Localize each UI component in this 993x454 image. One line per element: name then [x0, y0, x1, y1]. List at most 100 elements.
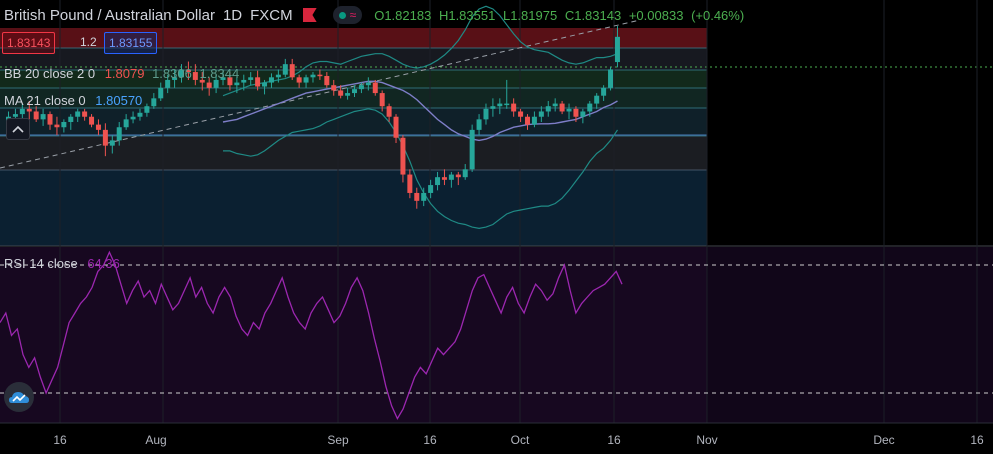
candle-body	[275, 74, 281, 78]
market-open-dot-icon	[338, 11, 346, 19]
candle	[518, 108, 524, 122]
spread-label: 1.2	[80, 35, 97, 49]
candle-body	[538, 111, 544, 117]
candle	[54, 116, 60, 136]
candle-body	[587, 103, 593, 112]
bb-value-2: 1.8306	[152, 66, 192, 81]
resistance-zone	[0, 28, 707, 48]
candle-body	[608, 69, 614, 88]
candle-body	[102, 129, 108, 146]
candle-body	[179, 69, 184, 78]
change-value: +0.00833	[628, 7, 684, 23]
candle	[580, 108, 586, 124]
candle	[587, 100, 593, 117]
candle-body	[573, 108, 579, 117]
red-flag-icon[interactable]	[302, 8, 317, 22]
candle	[601, 85, 607, 101]
candle-body	[19, 108, 25, 115]
candle-body	[47, 114, 53, 125]
candle-body	[296, 77, 302, 83]
rsi-value: 64.36	[87, 256, 120, 271]
candle	[26, 100, 32, 120]
candle-body	[400, 137, 406, 175]
candle	[116, 121, 122, 146]
candle	[469, 124, 475, 172]
candle	[441, 169, 447, 186]
candle-body	[497, 103, 503, 107]
candle-body	[476, 119, 482, 130]
candle-body	[345, 93, 351, 96]
candle-body	[518, 111, 524, 117]
candle-body	[248, 77, 254, 80]
rsi-line	[0, 250, 623, 421]
candle-body	[61, 121, 67, 128]
buy-button[interactable]: 1.83155	[104, 32, 158, 54]
ma-legend[interactable]: MA 21 close 0 1.80570	[4, 93, 142, 108]
candle-body	[421, 192, 427, 201]
candle-body	[172, 77, 178, 80]
candle-body	[317, 74, 323, 77]
candle	[407, 169, 413, 199]
candle	[559, 100, 565, 115]
candle	[352, 85, 357, 98]
time-axis-label: 16	[607, 433, 621, 447]
candle-body	[75, 111, 81, 117]
time-axis-label: Sep	[327, 433, 349, 447]
chevron-up-icon[interactable]	[6, 118, 30, 140]
candle	[372, 79, 378, 96]
cloud-logo-icon[interactable]	[4, 382, 34, 412]
candle-body	[365, 82, 371, 86]
candle-body	[40, 114, 46, 120]
candle	[483, 103, 489, 125]
candle-body	[455, 174, 461, 178]
high-value: H1.83551	[438, 7, 496, 23]
candle-body	[594, 95, 600, 104]
symbol-header: British Pound / Australian Dollar 1D FXC…	[4, 4, 748, 26]
candle	[158, 82, 164, 101]
candle-body	[282, 64, 288, 75]
candle-body	[310, 74, 316, 78]
candle	[185, 61, 191, 80]
candle-body	[504, 103, 510, 106]
candle-body	[185, 69, 191, 73]
support-zone-2	[0, 88, 707, 108]
candle	[137, 108, 143, 121]
rsi-label: RSI 14 close	[4, 256, 78, 271]
candle	[289, 58, 295, 80]
rsi-pane-bg	[0, 247, 707, 423]
candle	[608, 66, 614, 91]
rsi-legend[interactable]: RSI 14 close 64.36	[4, 256, 120, 271]
ma-label: MA 21 close 0	[4, 93, 86, 108]
candle	[268, 73, 274, 88]
symbol-title[interactable]: British Pound / Australian Dollar	[4, 6, 215, 24]
candle	[144, 103, 150, 117]
candle-body	[580, 111, 586, 117]
candle-body	[89, 116, 95, 125]
candle-body	[255, 77, 261, 87]
interval-label[interactable]: 1D	[222, 6, 243, 24]
candle	[448, 171, 454, 188]
candle-body	[241, 79, 247, 83]
candle	[275, 69, 281, 83]
source-label: FXCM	[250, 6, 293, 24]
bb-value-1: 1.8079	[104, 66, 145, 81]
candle	[531, 111, 537, 128]
sell-button[interactable]: 1.83143	[2, 32, 56, 54]
time-axis-label: Oct	[510, 433, 530, 447]
candle-body	[511, 103, 517, 112]
bb-legend[interactable]: BB 20 close 2 0 1.8079 1.8306 1.8344	[4, 66, 239, 81]
candle-body	[68, 116, 74, 122]
candle	[19, 103, 25, 121]
candle	[490, 98, 496, 117]
candle	[511, 98, 517, 117]
candle-body	[324, 75, 330, 86]
wave-icon: ≈	[349, 8, 357, 22]
rsi-pane-bg-future	[707, 247, 993, 423]
candle	[393, 114, 399, 144]
market-status-pill[interactable]: ≈	[332, 6, 363, 24]
candle	[179, 64, 184, 83]
candle	[192, 64, 198, 86]
candle	[109, 135, 115, 154]
